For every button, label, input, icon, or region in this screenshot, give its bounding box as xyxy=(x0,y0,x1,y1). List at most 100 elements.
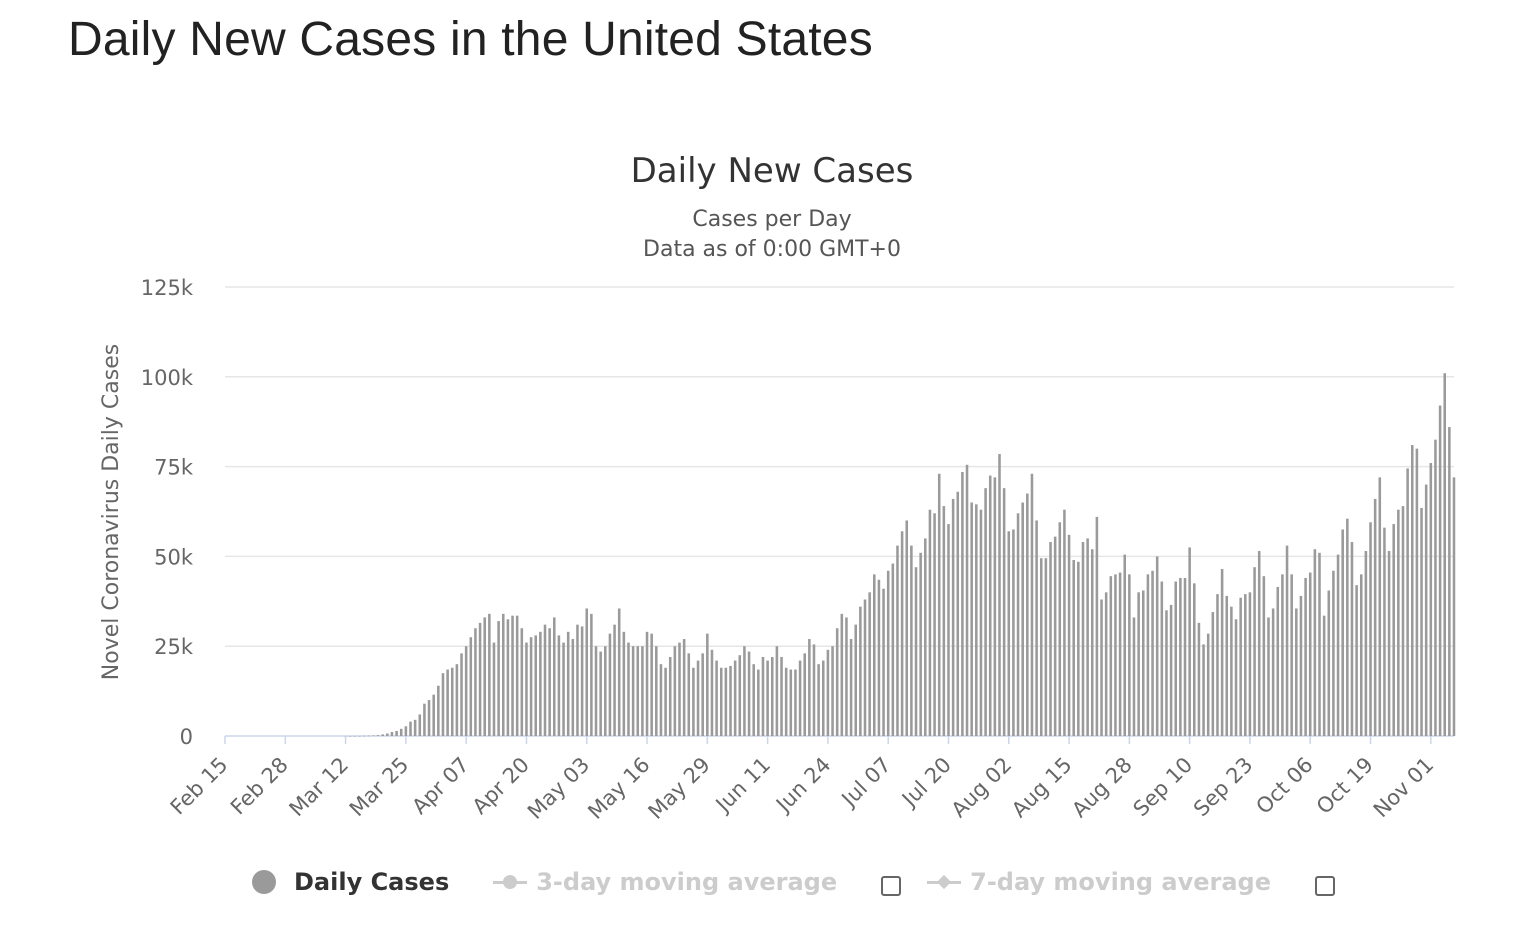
bar[interactable] xyxy=(1039,558,1043,736)
bar[interactable] xyxy=(469,637,473,736)
bar[interactable] xyxy=(664,667,667,736)
bar[interactable] xyxy=(1420,507,1423,736)
bar[interactable] xyxy=(1160,581,1164,736)
bar[interactable] xyxy=(733,660,737,736)
bar[interactable] xyxy=(1267,617,1270,736)
bar[interactable] xyxy=(539,631,542,736)
bar[interactable] xyxy=(1373,498,1377,736)
bar[interactable] xyxy=(956,491,960,736)
bar[interactable] xyxy=(432,694,435,736)
bar[interactable] xyxy=(882,588,885,736)
bar[interactable] xyxy=(780,656,783,736)
bar[interactable] xyxy=(910,545,913,736)
bar[interactable] xyxy=(1169,604,1173,736)
bar[interactable] xyxy=(515,615,519,736)
bar[interactable] xyxy=(1206,633,1210,736)
bar[interactable] xyxy=(372,735,375,736)
bar[interactable] xyxy=(1132,617,1136,736)
bar[interactable] xyxy=(1086,538,1089,736)
bar[interactable] xyxy=(1118,572,1122,736)
bar[interactable] xyxy=(1262,576,1266,736)
bar[interactable] xyxy=(557,635,561,736)
bar[interactable] xyxy=(900,531,904,736)
bar[interactable] xyxy=(645,631,649,736)
bar[interactable] xyxy=(1026,493,1029,736)
bar[interactable] xyxy=(1137,592,1140,736)
bar[interactable] xyxy=(961,471,964,736)
bar[interactable] xyxy=(988,475,992,736)
bar[interactable] xyxy=(914,567,918,736)
bar[interactable] xyxy=(590,613,593,736)
bar[interactable] xyxy=(395,730,398,736)
bar[interactable] xyxy=(1346,518,1349,736)
checkbox-3-day-average[interactable] xyxy=(881,876,902,896)
bar[interactable] xyxy=(873,574,876,736)
bar[interactable] xyxy=(1350,542,1354,736)
bar[interactable] xyxy=(877,579,881,736)
bar[interactable] xyxy=(743,646,746,736)
bar[interactable] xyxy=(845,617,848,736)
bar[interactable] xyxy=(854,624,858,736)
bar[interactable] xyxy=(1035,520,1038,736)
bar[interactable] xyxy=(757,669,760,736)
bar[interactable] xyxy=(362,735,366,737)
bar[interactable] xyxy=(1415,448,1419,736)
bar[interactable] xyxy=(831,646,834,736)
bar[interactable] xyxy=(659,664,663,736)
legend-item-3-day-average[interactable]: 3-day moving average xyxy=(493,868,837,896)
bar[interactable] xyxy=(1146,574,1150,736)
bar[interactable] xyxy=(655,646,658,736)
bar[interactable] xyxy=(1438,405,1442,736)
bar[interactable] xyxy=(803,653,806,736)
bar[interactable] xyxy=(460,653,463,736)
bar[interactable] xyxy=(529,637,533,736)
bar[interactable] xyxy=(1081,542,1085,736)
bar[interactable] xyxy=(562,642,565,736)
bar[interactable] xyxy=(511,615,514,736)
bar[interactable] xyxy=(1142,590,1145,736)
bar[interactable] xyxy=(418,714,422,736)
bar[interactable] xyxy=(543,624,547,736)
bar[interactable] xyxy=(534,635,537,736)
bar[interactable] xyxy=(706,633,709,736)
bar[interactable] xyxy=(1378,477,1382,736)
bar[interactable] xyxy=(1100,599,1103,737)
bar[interactable] xyxy=(622,631,626,736)
bar[interactable] xyxy=(1359,574,1363,736)
bar[interactable] xyxy=(386,733,389,736)
bar[interactable] xyxy=(905,520,909,736)
bar[interactable] xyxy=(886,570,890,736)
bar[interactable] xyxy=(1114,574,1117,736)
bar[interactable] xyxy=(849,639,853,736)
bar[interactable] xyxy=(808,639,811,736)
bar[interactable] xyxy=(719,667,723,736)
bar[interactable] xyxy=(1016,513,1020,736)
bar[interactable] xyxy=(1387,551,1391,736)
bar[interactable] xyxy=(817,664,820,736)
bar[interactable] xyxy=(998,454,1001,736)
bar[interactable] xyxy=(701,653,704,736)
checkbox-7-day-average[interactable] xyxy=(1315,876,1336,896)
bar[interactable] xyxy=(1452,477,1456,736)
bar[interactable] xyxy=(1225,595,1229,736)
bar[interactable] xyxy=(1044,558,1048,736)
bar[interactable] xyxy=(1058,522,1062,736)
bar[interactable] xyxy=(1281,574,1284,736)
bar[interactable] xyxy=(668,656,672,736)
bar[interactable] xyxy=(409,721,412,736)
bar[interactable] xyxy=(1290,574,1293,736)
bar[interactable] xyxy=(571,639,575,736)
bar[interactable] xyxy=(937,473,941,736)
bar[interactable] xyxy=(474,628,477,736)
bar[interactable] xyxy=(1072,559,1075,736)
bar[interactable] xyxy=(1021,502,1024,736)
bar[interactable] xyxy=(441,673,445,736)
bar[interactable] xyxy=(784,667,788,736)
bar[interactable] xyxy=(1077,561,1080,736)
bar[interactable] xyxy=(641,646,644,736)
bar[interactable] xyxy=(1318,552,1321,736)
bar[interactable] xyxy=(896,545,899,736)
bar[interactable] xyxy=(627,642,630,736)
bar[interactable] xyxy=(501,613,505,736)
bar[interactable] xyxy=(553,617,556,736)
